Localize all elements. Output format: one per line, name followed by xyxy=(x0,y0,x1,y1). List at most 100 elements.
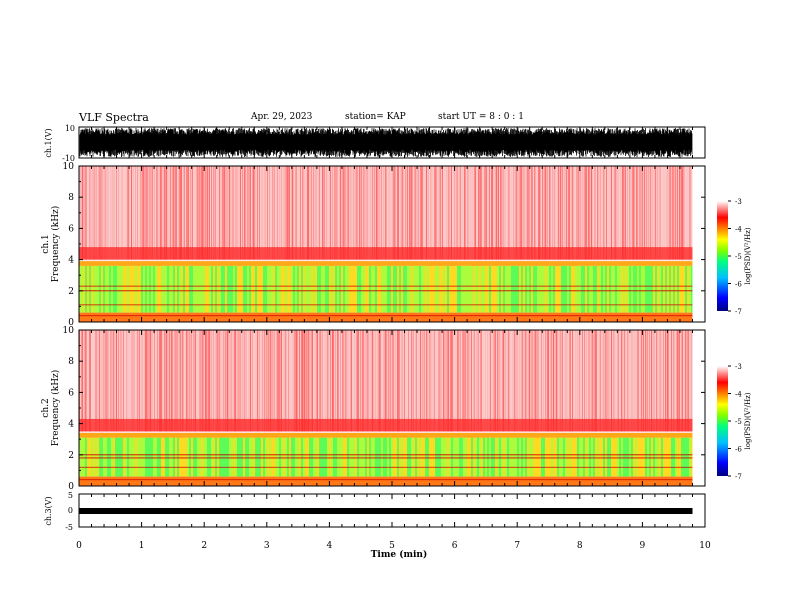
spectrogram-band-cell xyxy=(605,437,607,477)
x-tick-label: 2 xyxy=(201,541,207,551)
spectrogram-band-cell xyxy=(185,265,187,313)
spectrogram-band-cell xyxy=(207,265,209,313)
spectrogram-band-cell xyxy=(317,265,319,313)
spectrogram-band-cell xyxy=(269,437,271,477)
spectrogram-column xyxy=(88,166,89,260)
spectrogram-column xyxy=(203,330,204,432)
spectrogram-column xyxy=(270,166,271,260)
spectrogram-band-cell xyxy=(459,265,461,313)
spectrogram-band-cell xyxy=(349,265,351,313)
ch2-spec-ytick-label: 8 xyxy=(68,357,74,367)
spectrogram-band-cell xyxy=(247,265,249,313)
spectrogram-band-cell xyxy=(285,437,287,477)
spectrogram-column xyxy=(590,166,591,260)
spectrogram-column xyxy=(100,166,101,260)
spectrogram-column xyxy=(340,330,341,432)
spectrogram-column xyxy=(408,166,409,260)
spectrogram-column xyxy=(247,166,248,260)
spectrogram-band-cell xyxy=(301,437,303,477)
spectrogram-band-cell xyxy=(469,437,471,477)
spectrogram-column xyxy=(516,166,517,260)
spectrogram-band-cell xyxy=(91,437,93,477)
spectrogram-column xyxy=(111,330,112,432)
spectrogram-band-cell xyxy=(117,437,119,477)
spectrogram-column xyxy=(307,166,308,260)
spectrogram-column xyxy=(154,166,155,260)
spectrogram-band-cell xyxy=(611,265,613,313)
spectrogram-column xyxy=(350,330,351,432)
spectrogram-column xyxy=(275,330,276,432)
spectrogram-column xyxy=(660,166,661,260)
spectrogram-column xyxy=(87,330,88,432)
spectrogram-column xyxy=(367,330,368,432)
spectrogram-column xyxy=(407,330,408,432)
spectrogram-column xyxy=(161,330,162,432)
spectrogram-column xyxy=(506,330,507,432)
spectrogram-column xyxy=(678,330,679,432)
spectrogram-column xyxy=(535,166,536,260)
spectrogram-column xyxy=(320,166,321,260)
spectrogram-column xyxy=(612,166,613,260)
spectrogram-column xyxy=(502,166,503,260)
spectrogram-band-cell xyxy=(631,437,633,477)
spectrogram-column xyxy=(586,330,587,432)
spectrogram-column xyxy=(198,330,199,432)
x-axis-label: Time (min) xyxy=(371,549,428,560)
spectrogram-column xyxy=(356,166,357,260)
ch1-y-axis-label: ch.1(V) xyxy=(44,128,53,157)
spectrogram-column xyxy=(632,330,633,432)
spectrogram-column xyxy=(92,330,93,432)
spectrogram-column xyxy=(536,330,537,432)
spectrogram-column xyxy=(584,166,585,260)
spectrogram-column xyxy=(476,166,477,260)
spectrogram-column xyxy=(106,330,107,432)
spectrogram-column xyxy=(108,166,109,260)
spectrogram-band-cell xyxy=(295,437,297,477)
spectrogram-column xyxy=(303,330,304,432)
spectrogram-column xyxy=(239,330,240,432)
spectrogram-band-cell xyxy=(335,265,337,313)
spectrogram-band-cell xyxy=(479,265,481,313)
spectrogram-column xyxy=(124,330,125,432)
spectrogram-band-cell xyxy=(545,437,547,477)
spectrogram-column xyxy=(281,166,282,260)
spectrogram-band-cell xyxy=(691,265,693,313)
spectrogram-column xyxy=(438,330,439,432)
spectrogram-band-cell xyxy=(475,437,477,477)
spectrogram-column xyxy=(174,330,175,432)
x-tick-label: 7 xyxy=(514,541,520,551)
spectrogram-column xyxy=(334,166,335,260)
spectrogram-band-cell xyxy=(673,265,675,313)
spectrogram-band-cell xyxy=(79,265,81,313)
spectrogram-band-cell xyxy=(241,437,243,477)
spectrogram-band-cell xyxy=(461,265,463,313)
spectrogram-column xyxy=(339,166,340,260)
spectrogram-band-cell xyxy=(439,437,441,477)
spectrogram-band-cell xyxy=(453,265,455,313)
spectrogram-band-cell xyxy=(345,265,347,313)
spectrogram-column xyxy=(638,166,639,260)
spectrogram-band-cell xyxy=(599,437,601,477)
spectrogram-column xyxy=(444,330,445,432)
spectrogram-band-cell xyxy=(191,437,193,477)
spectrogram-band-cell xyxy=(321,265,323,313)
spectrogram-column xyxy=(492,166,493,260)
spectrogram-column xyxy=(197,166,198,260)
spectrogram-column xyxy=(163,166,164,260)
spectrogram-column xyxy=(483,330,484,432)
spectrogram-column xyxy=(202,330,203,432)
spectrogram-column xyxy=(581,330,582,432)
spectrogram-column xyxy=(630,330,631,432)
spectrogram-column xyxy=(129,330,130,432)
spectrogram-band-cell xyxy=(507,265,509,313)
spectrogram-band-cell xyxy=(417,437,419,477)
spectrogram-column xyxy=(90,166,91,260)
spectrogram-band-cell xyxy=(225,437,227,477)
spectrogram-column xyxy=(642,330,643,432)
spectrogram-column xyxy=(363,166,364,260)
spectrogram-column xyxy=(356,330,357,432)
spectrogram-column xyxy=(300,166,301,260)
spectrogram-column xyxy=(599,166,600,260)
spectrogram-column xyxy=(576,330,577,432)
